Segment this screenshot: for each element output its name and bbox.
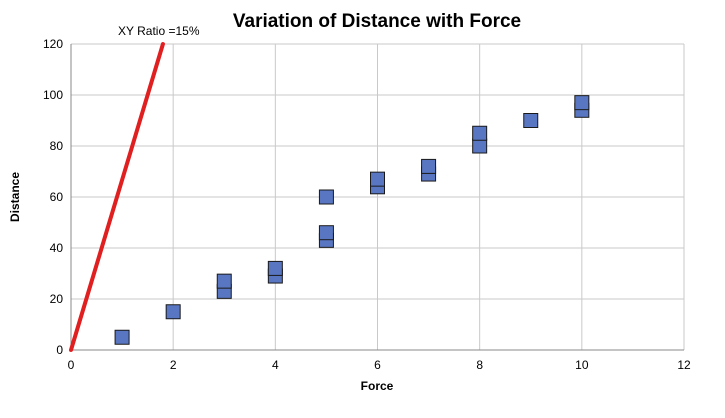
y-tick-label: 0 — [56, 343, 63, 357]
data-point — [574, 95, 590, 111]
data-point — [421, 158, 437, 174]
data-point — [114, 329, 130, 345]
data-point — [216, 273, 232, 289]
x-tick-label: 2 — [170, 358, 177, 372]
y-tick-label: 80 — [50, 139, 64, 153]
x-tick-label: 8 — [476, 358, 483, 372]
data-points — [114, 95, 590, 345]
data-point — [472, 138, 488, 154]
ratio-annotation: XY Ratio =15% — [118, 24, 200, 38]
grid — [71, 43, 685, 350]
data-point — [318, 189, 334, 205]
data-point — [267, 260, 283, 276]
data-point — [165, 304, 181, 320]
x-axis-label: Force — [361, 379, 394, 393]
chart-title: Variation of Distance with Force — [233, 11, 521, 32]
y-tick-label: 60 — [50, 190, 64, 204]
x-tick-label: 0 — [68, 358, 75, 372]
ratio-line-layer — [69, 42, 165, 352]
y-tick-label: 120 — [43, 37, 63, 51]
y-axis-label: Distance — [8, 172, 22, 222]
x-tick-label: 4 — [272, 358, 279, 372]
data-point — [523, 113, 539, 128]
axes — [70, 44, 684, 351]
x-tick-label: 12 — [677, 358, 691, 372]
x-tick-label: 6 — [374, 358, 381, 372]
y-tick-labels: 0 20 40 60 80 100 120 — [43, 37, 63, 357]
y-tick-label: 100 — [43, 88, 63, 102]
y-tick-label: 20 — [50, 292, 64, 306]
y-tick-label: 40 — [50, 241, 64, 255]
ratio-line — [69, 42, 165, 352]
data-point — [370, 171, 385, 187]
x-tick-labels: 0 2 4 6 8 10 12 — [68, 358, 691, 372]
data-point — [472, 125, 488, 141]
data-point — [318, 225, 334, 241]
x-tick-label: 10 — [575, 358, 589, 372]
